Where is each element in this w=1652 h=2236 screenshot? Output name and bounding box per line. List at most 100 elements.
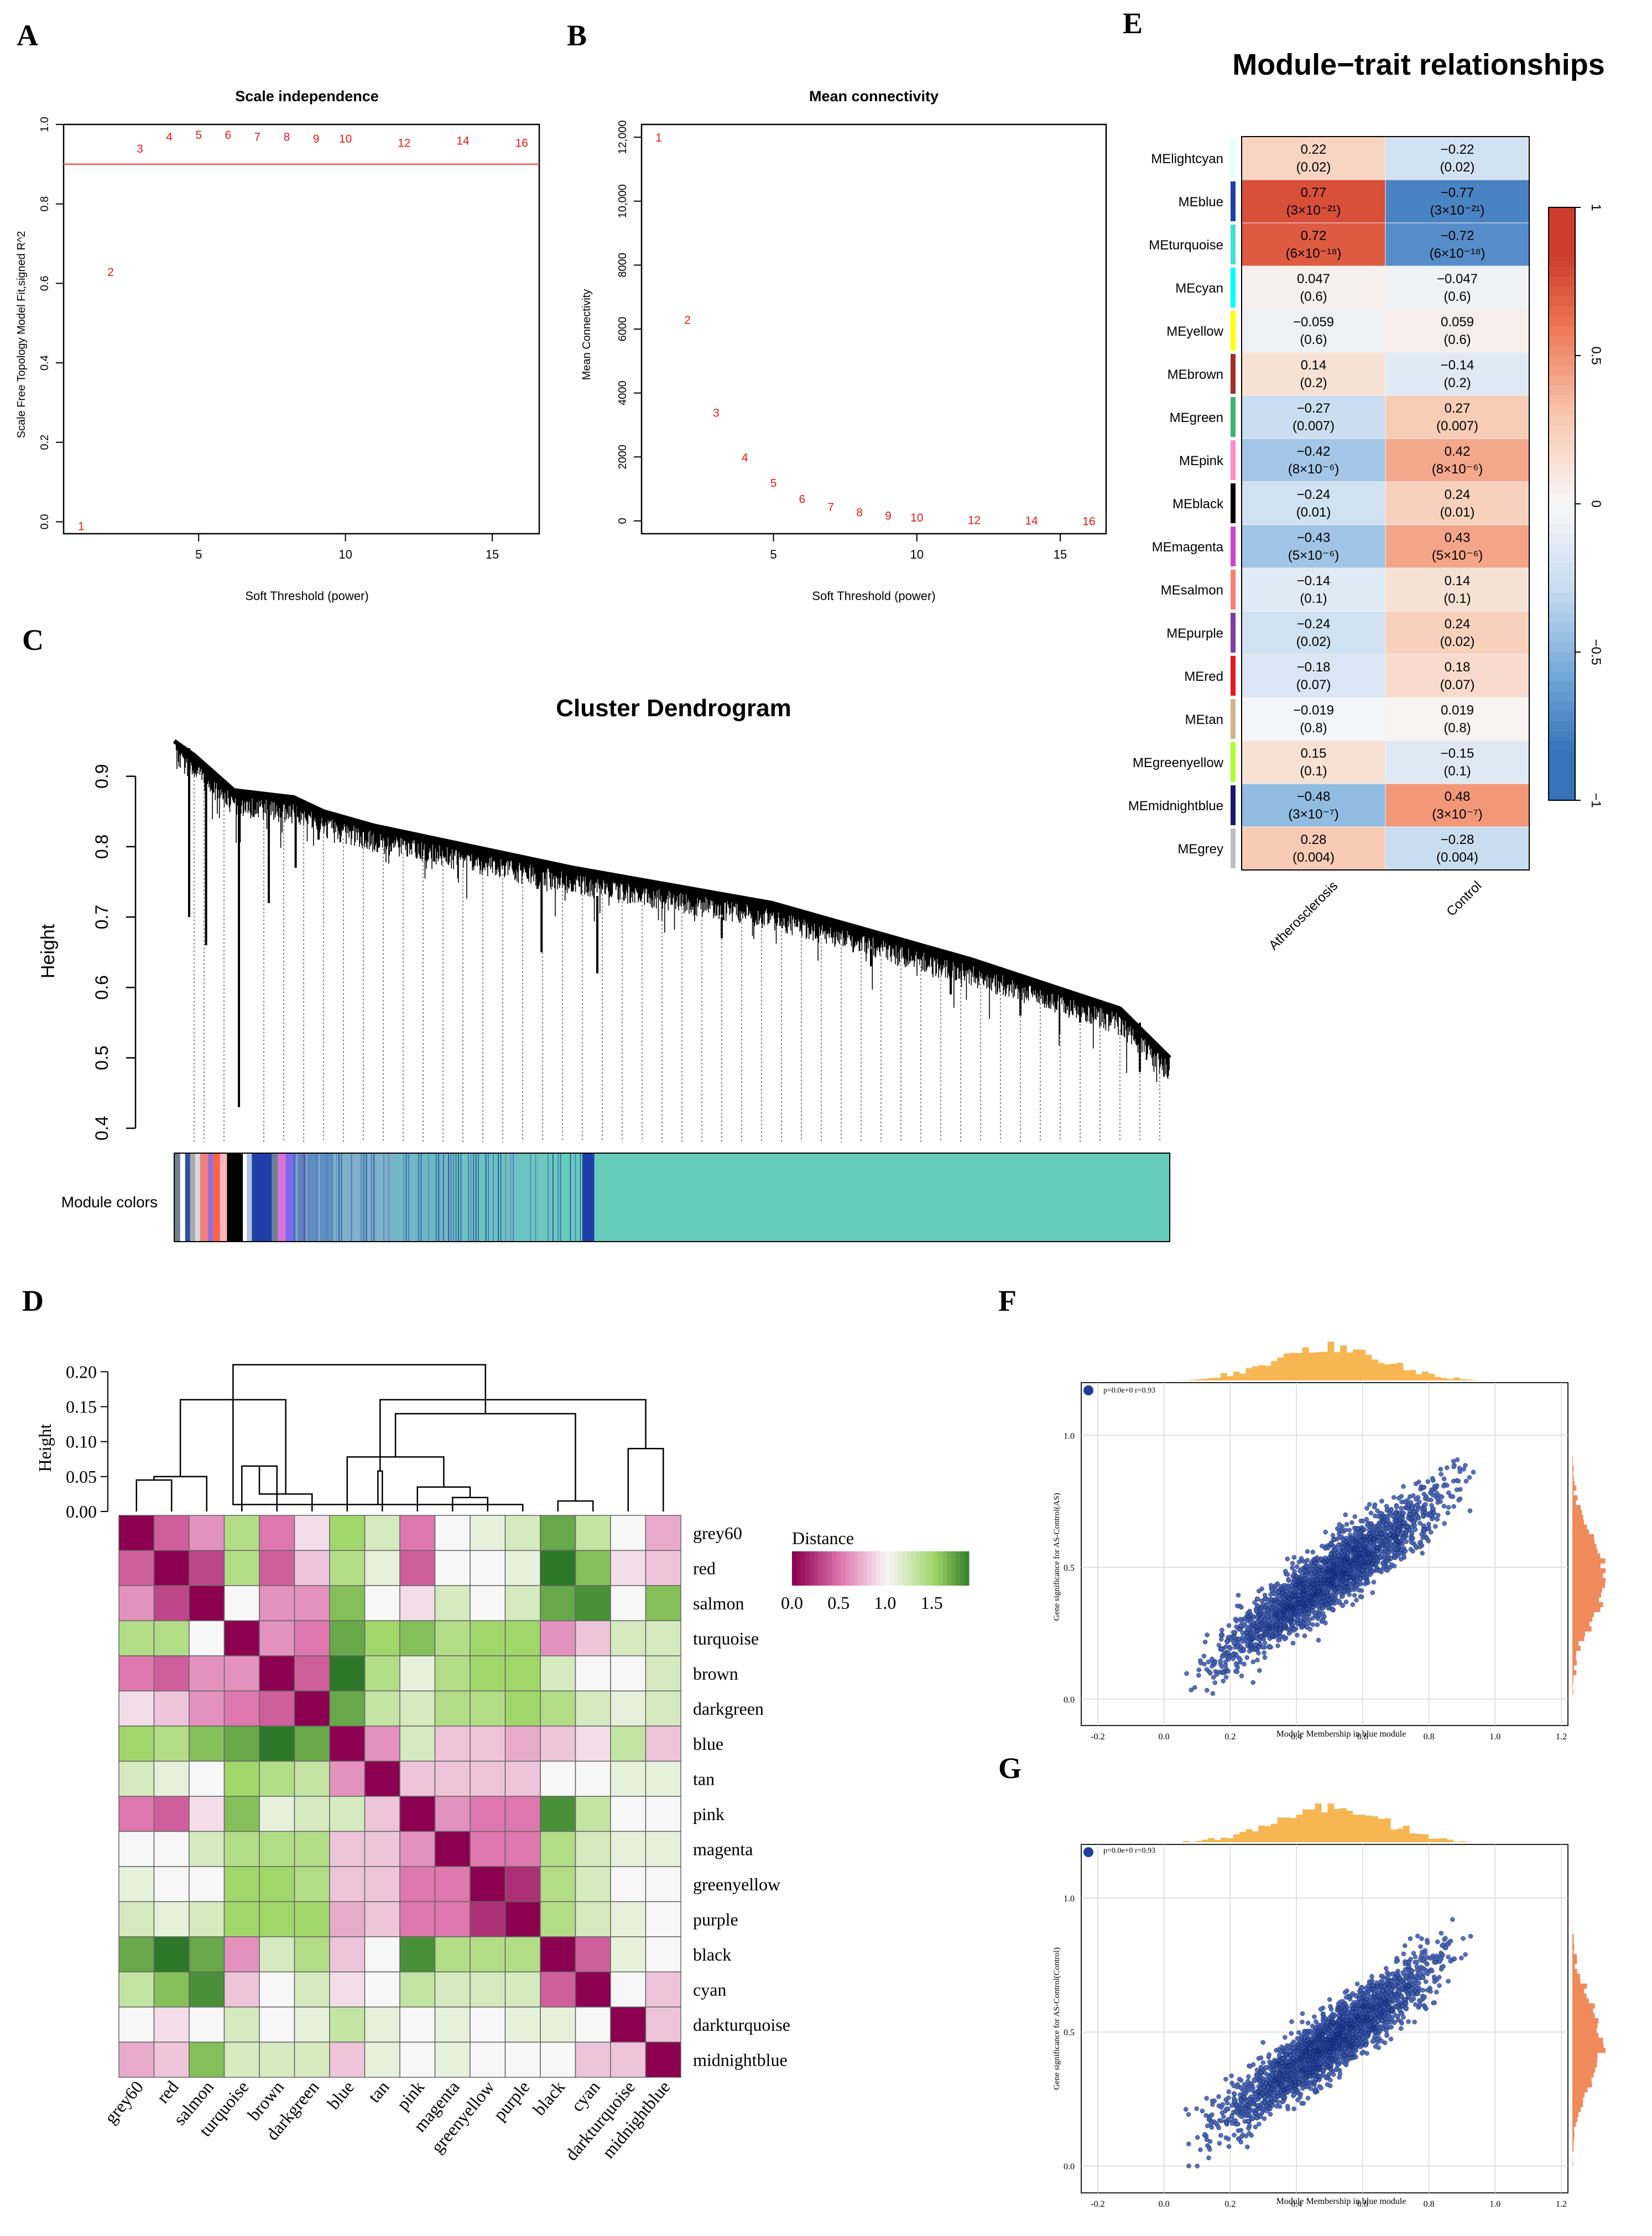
legend-swatch: [925, 1551, 930, 1586]
legend-swatch: [845, 1551, 850, 1586]
distance-cell: [118, 1971, 155, 2008]
legend-swatch: [889, 1551, 894, 1586]
colorbar-swatch: [1549, 622, 1575, 633]
p-value: (3×10⁻⁷): [1288, 807, 1338, 822]
module-color-stripe: [381, 1153, 382, 1242]
module-swatch: [1231, 225, 1236, 264]
legend-tick-label: 0.5: [827, 1593, 850, 1613]
histogram-bar-top: [1378, 1363, 1385, 1380]
legend-marker: [1083, 1847, 1093, 1857]
histogram-bar-top: [1227, 1838, 1234, 1842]
distance-cell: [189, 1550, 225, 1586]
power-point-label: 8: [856, 507, 863, 519]
histogram-bar-top: [1396, 1828, 1404, 1842]
histogram-bar-right: [1572, 1934, 1574, 1940]
distance-cell: [364, 1655, 400, 1692]
correlation-value: −0.019: [1293, 703, 1334, 718]
module-swatch: [1231, 613, 1236, 653]
colorbar-swatch: [1549, 553, 1575, 564]
legend-swatch: [934, 1551, 939, 1586]
column-label: black: [529, 2077, 569, 2119]
colorbar-swatch: [1549, 267, 1575, 277]
module-color-stripe: [460, 1153, 462, 1242]
distance-cell: [575, 1796, 611, 1832]
colorbar-swatch: [1549, 296, 1575, 307]
module-color-segment: [243, 1153, 247, 1242]
distance-cell: [153, 1901, 190, 1937]
legend-swatch: [947, 1551, 952, 1586]
correlation-value: 0.019: [1441, 703, 1474, 718]
correlation-value: −0.059: [1293, 315, 1334, 330]
distance-cell: [329, 1936, 366, 1973]
histogram-bar-top: [1233, 1372, 1240, 1380]
x-tick-label: 15: [486, 548, 499, 561]
power-point-label: 5: [195, 129, 202, 142]
distance-cell: [153, 1690, 190, 1727]
distance-cell: [540, 1585, 576, 1622]
distance-cell: [294, 2041, 330, 2078]
distance-cell: [399, 1866, 436, 1903]
panel-a-ylabel: Scale Free Topology Model Fit,signed R^2: [15, 231, 28, 439]
distance-cell: [470, 2041, 506, 2078]
legend-swatch: [841, 1551, 846, 1586]
power-point-label: 3: [713, 406, 720, 419]
module-row-label: MEpurple: [1166, 626, 1223, 641]
colorbar-swatch: [1549, 780, 1575, 791]
distance-cell: [223, 1866, 260, 1903]
histogram-bar-top: [1296, 1353, 1303, 1380]
module-color-stripe: [294, 1153, 295, 1242]
histogram-bar-right: [1572, 1495, 1578, 1501]
module-color-stripe: [580, 1153, 581, 1242]
distance-cell: [223, 1655, 260, 1692]
column-label: blue: [323, 2077, 358, 2113]
dendrogram-link: [258, 1466, 313, 1511]
histogram-bar-top: [1352, 1349, 1359, 1380]
distance-cell: [540, 1760, 576, 1797]
module-color-stripe: [570, 1153, 571, 1242]
distance-cell: [470, 1620, 506, 1656]
colorbar-swatch: [1549, 652, 1575, 663]
y-tick-label: 1.0: [1064, 1894, 1075, 1904]
distance-cell: [575, 1515, 611, 1551]
panel-g-ylabel: Gene significance for AS-Control(Control…: [1052, 1947, 1061, 2090]
row-label: magenta: [693, 1839, 753, 1859]
colorbar-swatch: [1549, 306, 1575, 317]
histogram-bar-right: [1572, 1978, 1581, 1984]
distance-cell: [504, 2041, 541, 2078]
module-row-label: MEgreen: [1170, 410, 1223, 425]
distance-cell: [540, 1620, 576, 1656]
colorbar-swatch: [1549, 415, 1575, 425]
distance-cell: [153, 1866, 190, 1903]
distance-cell: [434, 1971, 471, 2008]
power-point-label: 7: [827, 501, 834, 514]
p-value: (0.07): [1296, 677, 1331, 692]
distance-cell: [470, 1901, 506, 1937]
distance-cell: [223, 1515, 260, 1551]
correlation-cell: [1241, 265, 1386, 310]
histogram-bar-right: [1572, 2062, 1597, 2068]
histogram-bar-top: [1302, 1809, 1309, 1842]
power-point-label: 14: [456, 135, 470, 148]
module-row-label: MEturquoise: [1149, 238, 1223, 253]
distance-cell: [189, 1936, 225, 1973]
p-value: (0.01): [1296, 505, 1331, 520]
module-color-stripe: [413, 1153, 414, 1242]
module-color-stripe: [550, 1153, 551, 1242]
correlation-value: 0.43: [1445, 530, 1471, 545]
histogram-bar-top: [1290, 1818, 1297, 1842]
legend-marker: [1083, 1385, 1093, 1395]
p-value: (0.01): [1440, 505, 1475, 520]
histogram-bar-right: [1572, 1939, 1574, 1945]
correlation-value: −0.22: [1441, 142, 1474, 157]
distance-cell: [223, 1901, 260, 1937]
x-tick-label: 5: [195, 548, 202, 561]
distance-cell: [189, 1831, 225, 1867]
distance-cell: [259, 1971, 295, 2008]
histogram-bar-right: [1572, 2077, 1592, 2083]
histogram-bar-top: [1283, 1353, 1290, 1380]
module-color-stripe: [448, 1153, 449, 1242]
module-row-label: MEblack: [1172, 497, 1224, 512]
distance-cell: [575, 1620, 611, 1656]
colorbar-swatch: [1549, 385, 1575, 396]
distance-cell: [294, 1936, 330, 1973]
